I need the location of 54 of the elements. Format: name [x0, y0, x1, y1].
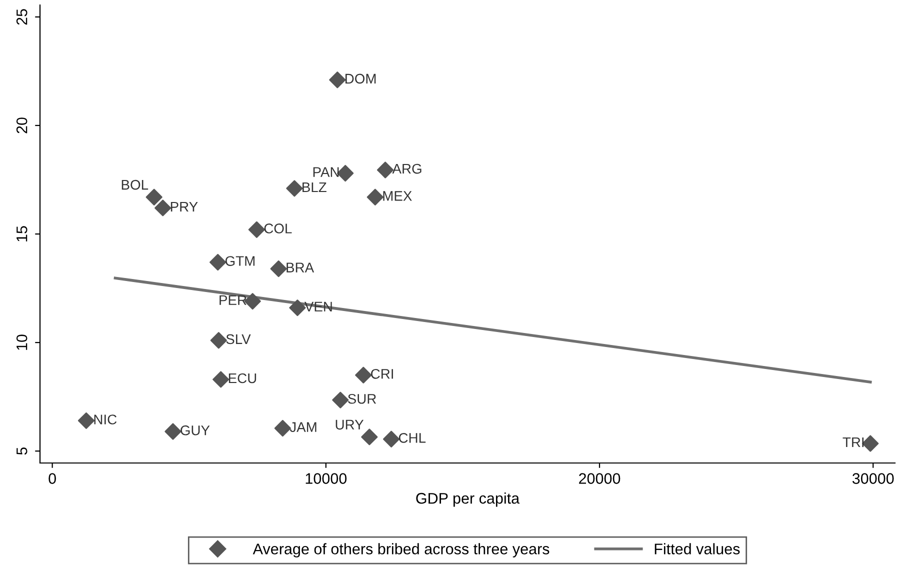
y-tick-label: 15 [16, 226, 28, 242]
point [337, 164, 354, 182]
data-label: PAN [313, 167, 339, 177]
data-label: TRI [842, 438, 864, 448]
data-label: BRA [286, 262, 314, 272]
data-label: ARG [392, 164, 422, 174]
data-label: JAM [290, 422, 316, 432]
x-tick-label: 30000 [852, 473, 894, 484]
y-tick-label: 10 [16, 334, 28, 350]
point [154, 200, 172, 216]
legend-label: Average of others bribed across three years [252, 543, 550, 558]
data-label: BLZ [302, 182, 326, 192]
point [361, 428, 378, 446]
data-label: GTM [225, 256, 254, 266]
data-label: MEX [383, 191, 412, 201]
point [210, 254, 226, 271]
y-tick-label: 20 [16, 118, 28, 134]
point [366, 188, 384, 206]
point [146, 188, 162, 206]
y-tick-label: 25 [16, 9, 28, 25]
x-tick-label: 0 [48, 473, 56, 484]
data-label: SUR [348, 394, 376, 404]
data-label: PRY [170, 202, 198, 212]
point [78, 412, 95, 429]
point [332, 392, 349, 408]
data-label: URY [336, 420, 364, 430]
data-label: SLV [226, 334, 251, 344]
point [329, 72, 346, 88]
point [286, 180, 303, 197]
x-tick-label: 20000 [579, 473, 620, 484]
data-label: CHL [398, 433, 426, 443]
point [212, 371, 230, 388]
data-label: CRI [371, 368, 393, 379]
point [862, 435, 879, 452]
point [248, 221, 265, 238]
point [376, 162, 394, 178]
data-label: NIC [94, 414, 117, 424]
legend-label: Fitted values [654, 543, 740, 554]
point [383, 430, 400, 448]
data-label: BOL [122, 180, 148, 190]
data-label: ECU [228, 373, 256, 384]
y-tick-label: 5 [16, 447, 28, 455]
x-tick-label: 10000 [306, 473, 347, 484]
point [274, 420, 291, 437]
data-label: GUY [180, 425, 210, 436]
point [355, 366, 372, 384]
data-label: DOM [345, 74, 376, 84]
point [164, 423, 182, 440]
point [289, 300, 306, 316]
data-label: PER [220, 295, 246, 305]
x-axis-title: GDP per capita [416, 492, 520, 507]
point [270, 260, 287, 278]
data-label: COL [264, 224, 292, 234]
point [210, 332, 227, 349]
